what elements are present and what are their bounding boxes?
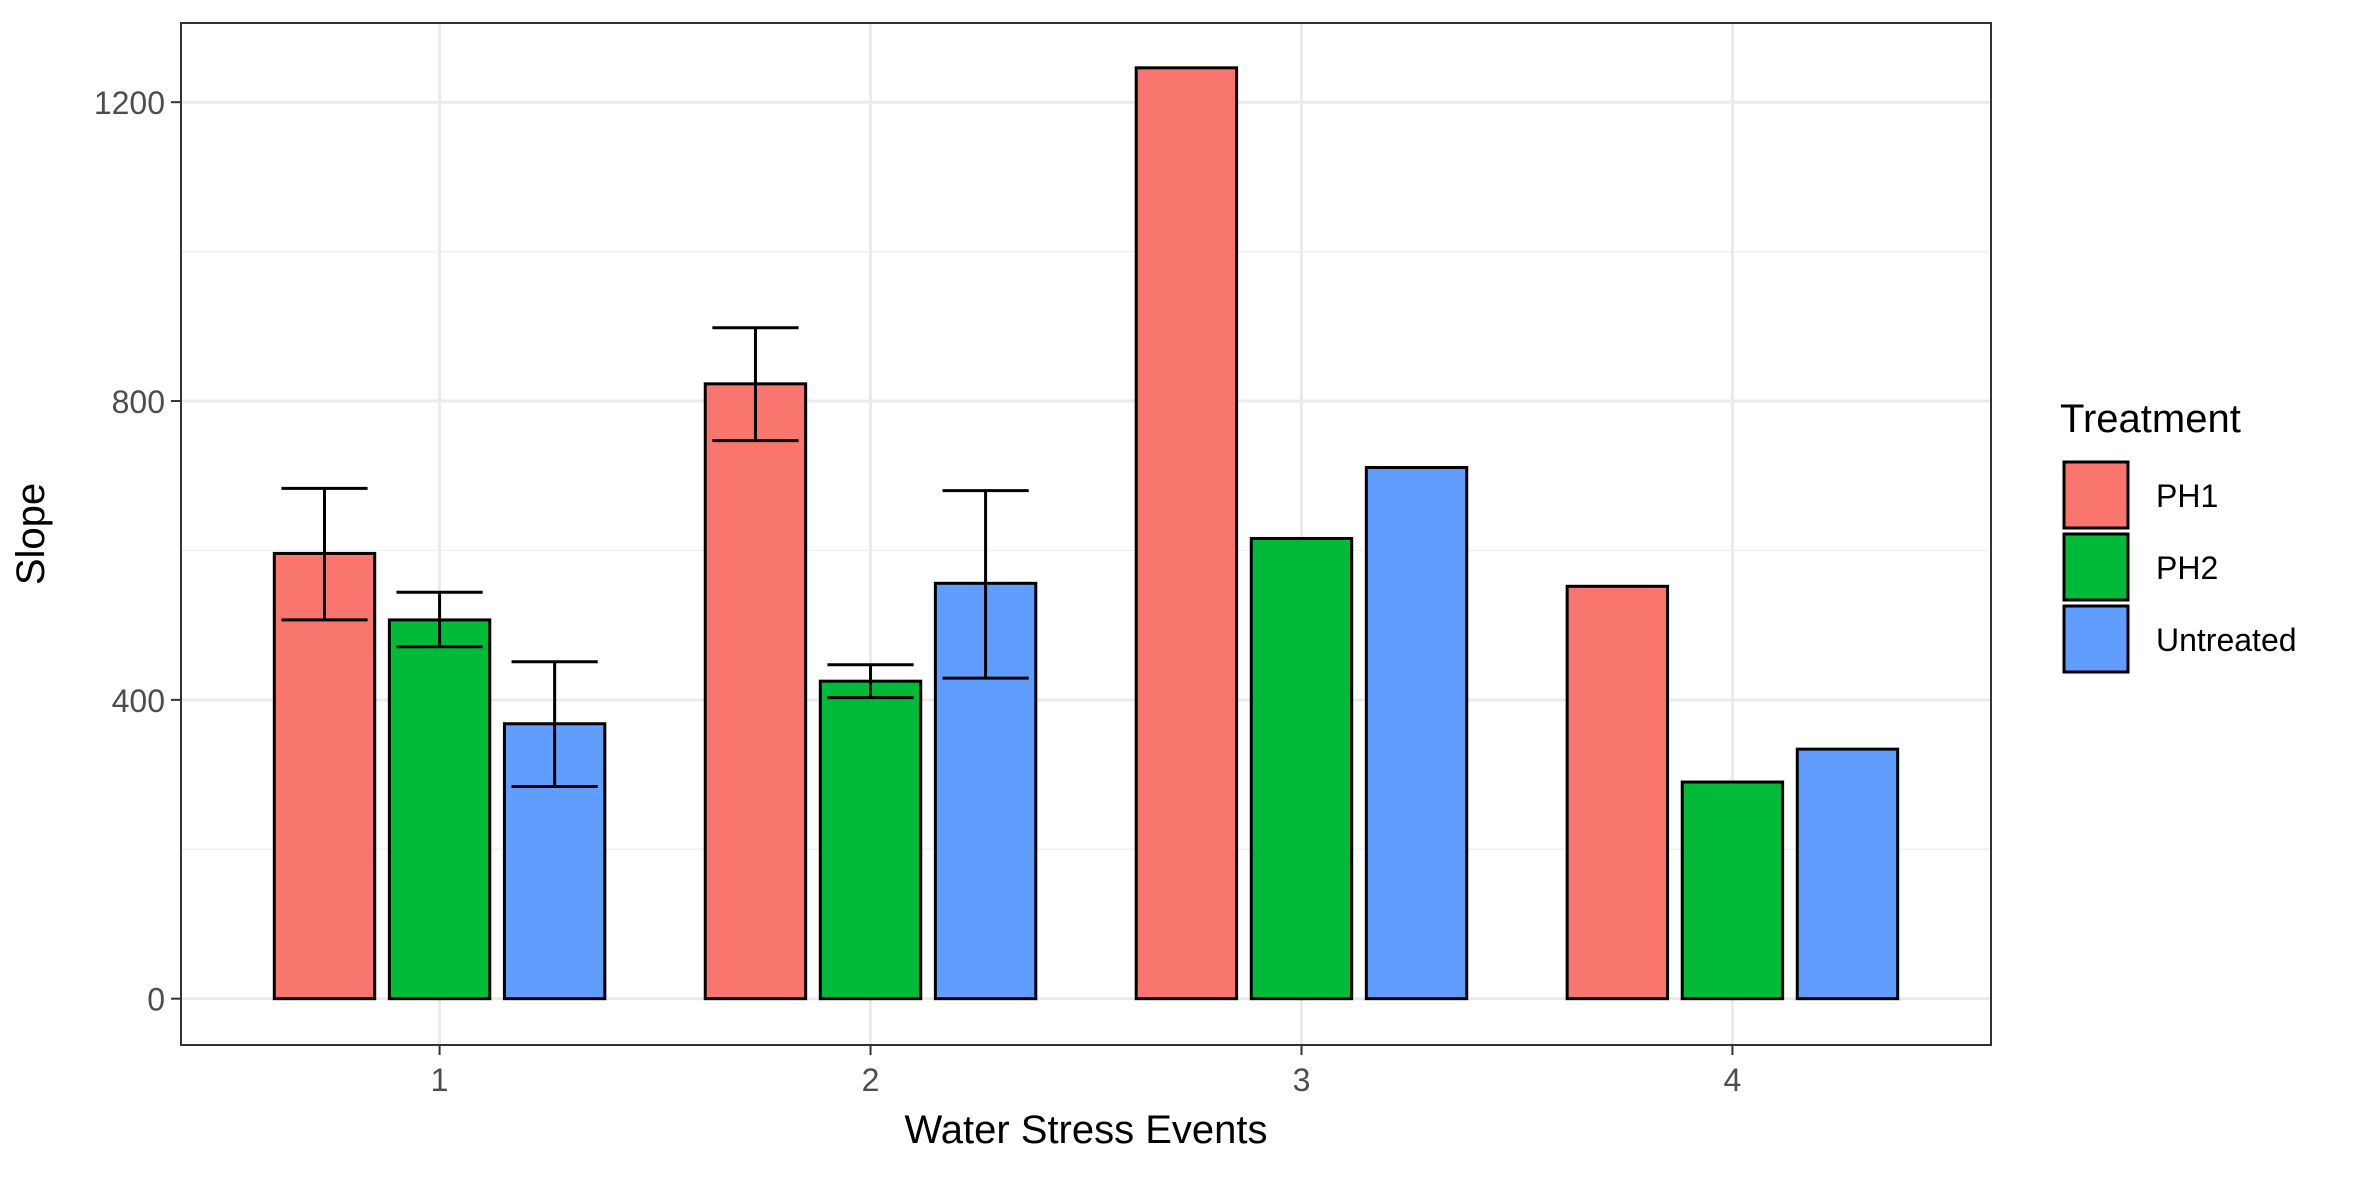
bar-ph2-1 bbox=[387, 618, 492, 1001]
legend-label-ph1: PH1 bbox=[2156, 478, 2218, 514]
bar-untreated-2 bbox=[933, 581, 1038, 1001]
legend-title: Treatment bbox=[2060, 397, 2241, 441]
x-tick-label: 2 bbox=[862, 1062, 880, 1098]
x-axis-title: Water Stress Events bbox=[904, 1108, 1267, 1152]
y-tick-label: 800 bbox=[112, 384, 165, 420]
bar-ph1-1 bbox=[272, 551, 377, 1001]
error-bar bbox=[396, 590, 483, 649]
legend-label-untreated: Untreated bbox=[2156, 622, 2297, 658]
legend-key-untreated bbox=[2062, 604, 2130, 674]
error-bar bbox=[712, 326, 799, 443]
bar-untreated-3 bbox=[1364, 466, 1469, 1001]
bar-ph1-2 bbox=[703, 382, 808, 1001]
error-bar bbox=[827, 663, 914, 700]
legend-label-ph2: PH2 bbox=[2156, 550, 2218, 586]
y-tick-label: 1200 bbox=[94, 85, 165, 121]
bar-untreated-4 bbox=[1795, 747, 1900, 1001]
x-tick-label: 4 bbox=[1724, 1062, 1742, 1098]
x-tick-label: 1 bbox=[431, 1062, 449, 1098]
bar-ph1-3 bbox=[1134, 66, 1239, 1001]
y-axis-title: Slope bbox=[9, 483, 53, 585]
bar-ph2-2 bbox=[818, 679, 923, 1001]
y-tick-label: 400 bbox=[112, 683, 165, 719]
y-tick-label: 0 bbox=[147, 982, 165, 1018]
legend-key-ph1 bbox=[2062, 460, 2130, 530]
bar-ph2-4 bbox=[1680, 780, 1785, 1001]
error-bar bbox=[281, 486, 368, 622]
error-bar bbox=[511, 660, 598, 789]
legend-key-ph2 bbox=[2062, 532, 2130, 602]
bar-ph1-4 bbox=[1565, 584, 1670, 1001]
bars bbox=[272, 66, 1900, 1001]
error-bar bbox=[942, 489, 1029, 680]
bar-ph2-3 bbox=[1249, 536, 1354, 1001]
panel-border bbox=[180, 22, 1992, 1046]
legend: Treatment PH1 PH2 Untreated bbox=[2060, 397, 2297, 674]
axes: 0 400 800 1200 1 2 3 4 bbox=[94, 85, 1742, 1098]
x-tick-label: 3 bbox=[1293, 1062, 1311, 1098]
